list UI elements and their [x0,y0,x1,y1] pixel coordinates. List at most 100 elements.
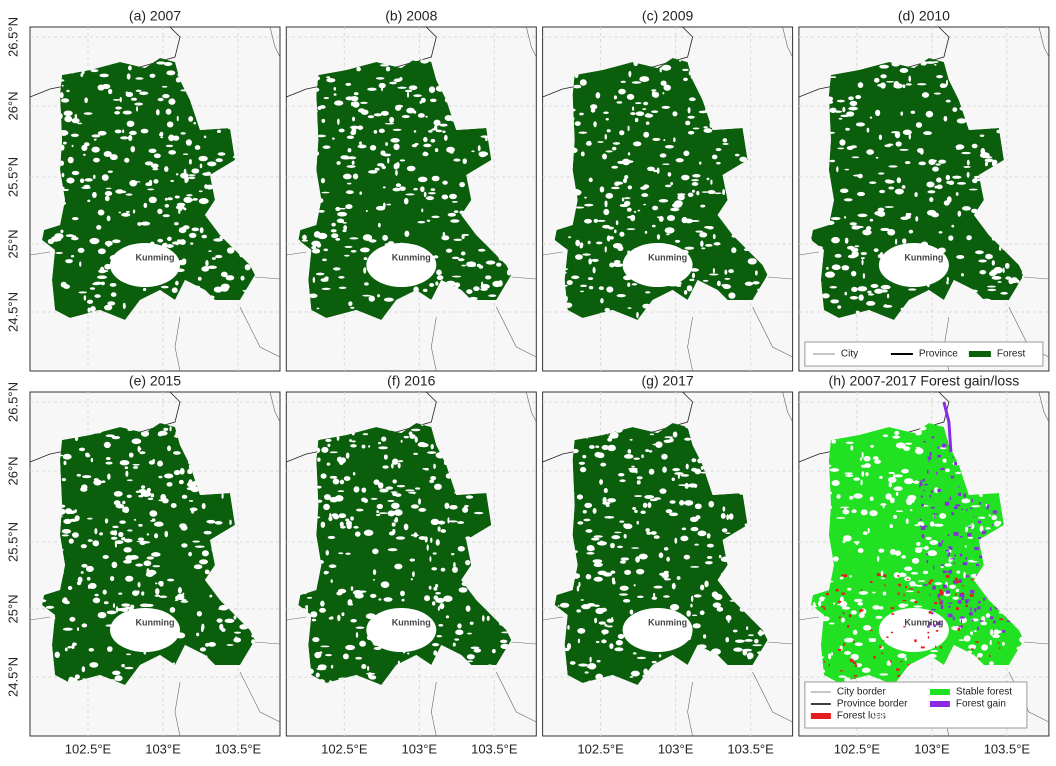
forest-gap [375,77,385,80]
forest-gap [991,275,1002,280]
forest-gap [122,500,126,505]
forest-gap [47,238,55,244]
forest-gap [193,564,203,570]
forest-gap [694,543,699,546]
forest-gap [869,116,873,119]
forest-gap [352,471,356,476]
forest-gap [987,285,996,288]
forest-gap [854,642,863,647]
forest-gap [353,525,359,529]
forest-loss [939,601,942,605]
forest-gap [623,534,627,539]
forest-gap [851,156,860,159]
forest-gap [603,208,610,216]
forest-gap [908,229,914,234]
forest-gap [901,555,906,559]
forest-gap [857,547,864,554]
forest-gap [861,451,864,459]
forest-gap [382,234,388,241]
forest-gap [677,193,686,196]
forest-gap [605,150,613,153]
forest-gap [99,73,109,78]
forest-gap [830,652,834,656]
forest-gap [985,527,991,530]
forest-gap [889,549,897,555]
forest-gap [686,610,691,617]
forest-gap [407,652,410,655]
forest-gap [97,248,106,255]
forest-gain [929,452,932,456]
forest-gap [363,529,374,536]
forest-gap [419,442,429,448]
forest-gap [902,238,907,244]
forest-gain [958,578,962,583]
forest-gap [869,510,878,517]
forest-gap [972,178,978,184]
forest-gap [968,188,978,191]
forest-gain [958,625,964,628]
forest-gap [605,117,609,121]
forest-gap [140,485,146,489]
forest-gap [164,197,168,201]
forest-gain [931,436,935,439]
forest-gap [349,125,360,130]
forest-gap [126,653,132,656]
forest-gap [404,89,413,93]
forest-gap [656,234,661,240]
forest-gap [879,189,886,194]
forest-gap [663,595,670,598]
forest-gain [919,482,923,487]
forest-gain [991,524,994,526]
forest-gap [350,444,357,448]
forest-gap [326,76,331,79]
forest-gap [619,585,629,591]
forest-gap [491,648,496,654]
forest-gap [346,523,352,530]
forest-loss [884,584,886,587]
forest-gap [124,466,129,470]
forest-gap [152,167,159,171]
forest-gap [946,280,949,285]
forest-gap [345,552,351,555]
forest-gain [959,536,963,538]
forest-gain [963,493,966,498]
forest-gain [961,508,964,510]
forest-gain [992,510,998,514]
forest-gain [942,443,947,448]
forest-gap [301,239,309,242]
forest-gap [841,265,850,271]
forest-gap [595,445,600,449]
forest-gap [596,659,601,663]
forest-gap [640,510,646,515]
forest-gap [204,569,210,575]
forest-gap [618,472,625,477]
forest-gap [851,225,861,230]
forest-gap [433,463,436,469]
forest-gap [379,64,389,67]
forest-gap [620,557,630,561]
forest-gap [893,514,897,520]
forest-gap [829,622,835,625]
forest-loss [860,588,862,592]
forest-gap [62,627,73,631]
forest-gap [691,467,698,472]
forest-gap [124,666,134,670]
forest-gap [164,530,169,538]
forest-gap [916,83,927,86]
forest-gain [1006,620,1012,622]
forest-gap [690,603,693,608]
forest-gap [107,301,116,306]
forest-loss [903,593,905,597]
forest-gap [909,509,913,512]
forest-gap [834,239,838,242]
forest-gap [636,476,643,480]
forest-gap [54,651,60,658]
forest-gap [651,110,659,113]
forest-gap [879,673,889,676]
forest-gap [430,138,436,143]
forest-gap [122,110,132,115]
forest-gap [349,237,359,240]
forest-gap [435,129,443,133]
forest-gap [323,570,329,575]
forest-gain [978,537,982,539]
